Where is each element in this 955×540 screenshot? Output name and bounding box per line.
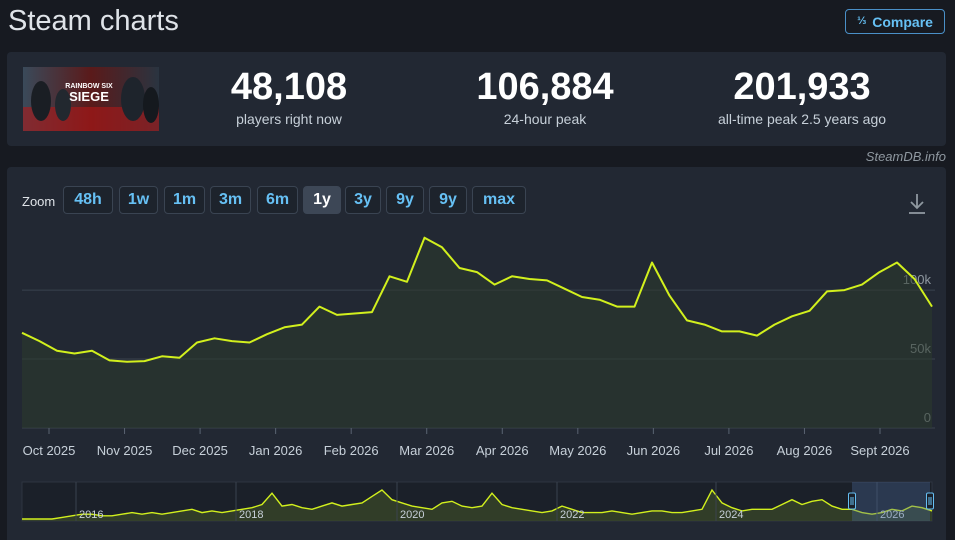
series-area <box>22 237 932 428</box>
current-players-label: players right now <box>236 111 342 127</box>
navigator-year-label: 2020 <box>400 509 424 521</box>
x-tick-label: Sept 2026 <box>850 443 909 458</box>
svg-text:RAINBOW SIX: RAINBOW SIX <box>65 83 113 90</box>
all-time-peak-stat: 201,933 all-time peak 2.5 years ago <box>692 67 912 127</box>
x-tick-label: Feb 2026 <box>324 443 379 458</box>
zoom-9y-button[interactable]: 9y <box>429 186 467 214</box>
zoom-label: Zoom <box>22 194 56 209</box>
peak-24h-stat: 106,884 24-hour peak <box>455 67 635 127</box>
current-players-value: 48,108 <box>230 66 348 108</box>
zoom-3y-button[interactable]: 3y <box>345 186 381 214</box>
navigator-line <box>22 488 933 520</box>
navigator-handle-left[interactable] <box>848 492 856 510</box>
compare-label: Compare <box>872 13 933 30</box>
navigator-year-label: 2022 <box>560 509 584 521</box>
x-tick-label: Aug 2026 <box>777 443 833 458</box>
x-tick-label: Apr 2026 <box>476 443 529 458</box>
x-tick-label: Oct 2025 <box>23 443 76 458</box>
all-time-peak-label[interactable]: all-time peak 2.5 years ago <box>717 111 887 127</box>
zoom-6m-button[interactable]: 6m <box>257 186 298 214</box>
page-title: Steam charts <box>8 5 179 37</box>
x-tick-label: Jun 2026 <box>627 443 681 458</box>
navigator-year-label: 2016 <box>79 509 103 521</box>
zoom-3m-button[interactable]: 3m <box>210 186 251 214</box>
x-tick-label: Nov 2025 <box>97 443 153 458</box>
x-tick-label: Dec 2025 <box>172 443 228 458</box>
peak-24h-value: 106,884 <box>476 66 614 108</box>
navigator-selection <box>852 482 930 521</box>
stats-panel: RAINBOW SIX SIEGE 48,108 players right n… <box>7 52 946 146</box>
steamdb-watermark: SteamDB.info <box>865 149 946 164</box>
navigator-area <box>22 490 932 521</box>
navigator-year-label: 2024 <box>719 509 743 521</box>
zoom-6y-button[interactable]: 9y <box>386 186 424 214</box>
peak-24h-label: 24-hour peak <box>503 111 587 127</box>
zoom-max-button[interactable]: max <box>472 186 526 214</box>
compare-icon: ⅓ <box>857 15 867 27</box>
svg-text:SIEGE: SIEGE <box>69 89 109 104</box>
navigator-year-label: 2026 <box>880 509 904 521</box>
current-players-stat: 48,108 players right now <box>209 67 369 127</box>
download-icon[interactable] <box>906 192 928 216</box>
zoom-1m-button[interactable]: 1m <box>164 186 205 214</box>
compare-button[interactable]: ⅓ Compare <box>845 9 945 34</box>
series-line <box>21 236 933 363</box>
all-time-peak-value: 201,933 <box>733 66 871 108</box>
x-tick-label: Jul 2026 <box>704 443 753 458</box>
x-tick-label: Jan 2026 <box>249 443 303 458</box>
x-tick-label: Mar 2026 <box>399 443 454 458</box>
x-tick-label: May 2026 <box>549 443 606 458</box>
zoom-1w-button[interactable]: 1w <box>119 186 158 214</box>
navigator-handle-right[interactable] <box>926 492 934 510</box>
game-art-image[interactable]: RAINBOW SIX SIEGE <box>23 67 159 131</box>
zoom-48h-button[interactable]: 48h <box>63 186 113 214</box>
navigator-year-label: 2018 <box>239 509 263 521</box>
zoom-1y-button[interactable]: 1y <box>303 186 341 214</box>
